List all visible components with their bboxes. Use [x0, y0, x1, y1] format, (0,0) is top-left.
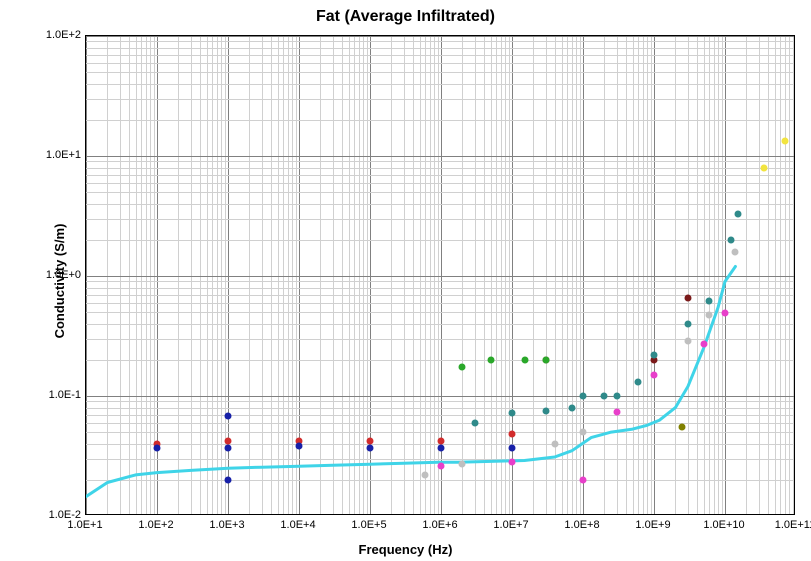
- data-point: [422, 471, 429, 478]
- data-point: [438, 463, 445, 470]
- x-tick-label: 1.0E+9: [635, 519, 670, 531]
- x-tick-label: 1.0E+5: [351, 519, 386, 531]
- x-tick-label: 1.0E+3: [209, 519, 244, 531]
- data-point: [509, 410, 516, 417]
- data-point: [722, 310, 729, 317]
- data-point: [580, 476, 587, 483]
- data-point: [700, 341, 707, 348]
- data-point: [613, 409, 620, 416]
- y-tick-label: 1.0E+2: [39, 29, 81, 41]
- data-point: [438, 444, 445, 451]
- data-point: [521, 356, 528, 363]
- x-tick-label: 1.0E+10: [703, 519, 744, 531]
- data-point: [613, 393, 620, 400]
- x-tick-label: 1.0E+2: [138, 519, 173, 531]
- data-point: [459, 363, 466, 370]
- data-point: [367, 444, 374, 451]
- data-point: [487, 356, 494, 363]
- x-tick-label: 1.0E+11: [775, 519, 811, 531]
- data-point: [651, 371, 658, 378]
- plot-area: [85, 35, 795, 515]
- chart-container: Fat (Average Infiltrated) Conductivity (…: [0, 0, 811, 561]
- data-point: [551, 440, 558, 447]
- x-tick-label: 1.0E+4: [280, 519, 315, 531]
- data-point: [225, 476, 232, 483]
- data-point: [706, 312, 713, 319]
- y-tick-label: 1.0E-2: [39, 509, 81, 521]
- data-point: [296, 443, 303, 450]
- data-point: [459, 461, 466, 468]
- data-point: [734, 210, 741, 217]
- data-point: [580, 393, 587, 400]
- data-point: [601, 393, 608, 400]
- data-point: [760, 165, 767, 172]
- data-point: [509, 444, 516, 451]
- y-tick-label: 1.0E-1: [39, 389, 81, 401]
- y-tick-label: 1.0E+0: [39, 269, 81, 281]
- y-tick-label: 1.0E+1: [39, 149, 81, 161]
- data-point: [684, 337, 691, 344]
- data-point: [684, 320, 691, 327]
- x-tick-label: 1.0E+6: [422, 519, 457, 531]
- data-point: [225, 413, 232, 420]
- data-point: [542, 407, 549, 414]
- data-point: [509, 459, 516, 466]
- data-point: [684, 295, 691, 302]
- data-point: [651, 351, 658, 358]
- data-point: [732, 248, 739, 255]
- data-point: [154, 444, 161, 451]
- x-tick-label: 1.0E+8: [564, 519, 599, 531]
- chart-title: Fat (Average Infiltrated): [0, 8, 811, 26]
- data-point: [569, 404, 576, 411]
- data-point: [471, 419, 478, 426]
- data-point: [542, 356, 549, 363]
- data-point: [706, 297, 713, 304]
- data-point: [509, 431, 516, 438]
- data-point: [727, 236, 734, 243]
- data-point: [679, 424, 686, 431]
- data-point: [225, 444, 232, 451]
- x-tick-label: 1.0E+7: [493, 519, 528, 531]
- data-point: [580, 429, 587, 436]
- data-point: [782, 138, 789, 145]
- x-axis-label: Frequency (Hz): [0, 542, 811, 557]
- data-point: [635, 379, 642, 386]
